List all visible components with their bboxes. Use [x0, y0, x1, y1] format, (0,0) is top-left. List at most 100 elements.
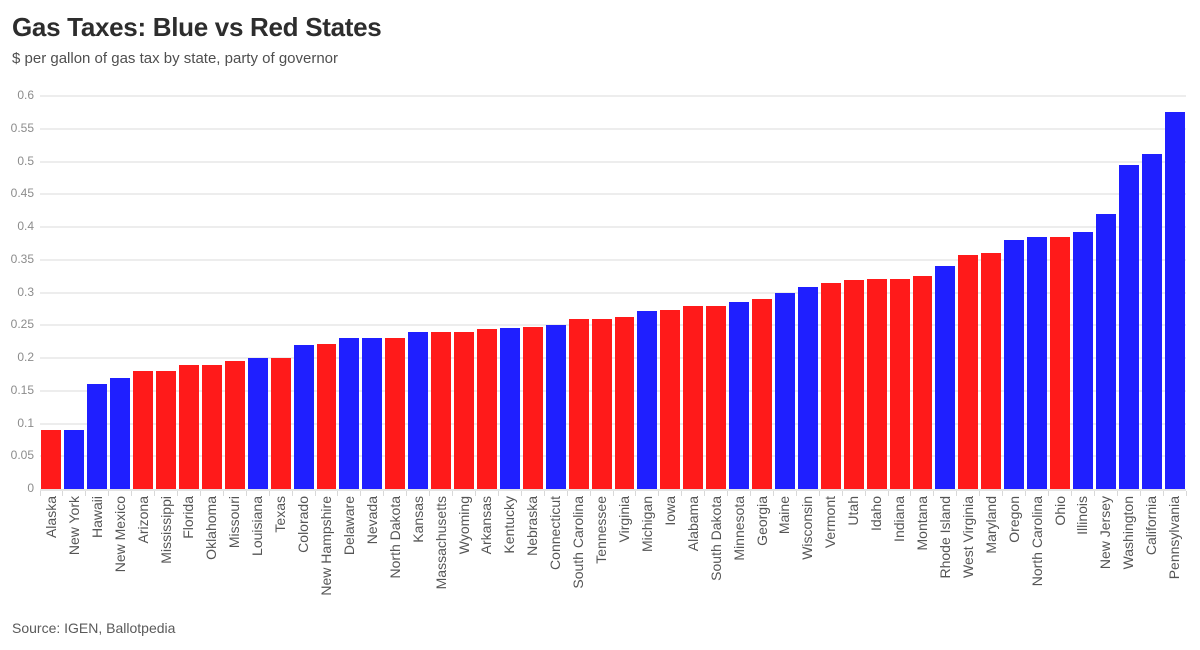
bar-rhode-island[interactable]	[935, 266, 956, 489]
x-axis: Alaska New York Hawaii New Mexico Arizona Mis…	[40, 496, 1186, 595]
bar-new-york[interactable]	[64, 430, 85, 489]
x-axis-tick-mark	[1116, 491, 1118, 496]
bar-michigan[interactable]	[637, 310, 658, 489]
x-axis-tick-mark	[818, 491, 820, 496]
bar-alabama[interactable]	[683, 305, 704, 489]
y-tick-label-0.1: 0.1	[17, 415, 34, 430]
x-tick-label-north-carolina: North Carolina	[1028, 496, 1045, 587]
bar-washington[interactable]	[1118, 165, 1139, 489]
x-label-slot-iowa: Iowa	[659, 496, 682, 595]
bar-virginia[interactable]	[614, 317, 635, 489]
bar-series	[40, 96, 1186, 489]
x-axis-tick-mark	[474, 491, 476, 496]
x-label-slot-louisiana: Louisiana	[246, 496, 269, 595]
y-tick-label-0.55: 0.55	[10, 120, 34, 135]
bar-slot-oklahoma	[200, 96, 223, 489]
bar-south-carolina[interactable]	[568, 318, 589, 489]
bar-slot-new-hampshire	[315, 96, 338, 489]
x-tick-label-nebraska: Nebraska	[524, 496, 541, 556]
x-tick-label-virginia: Virginia	[616, 496, 632, 543]
bar-slot-idaho	[865, 96, 888, 489]
bar-arkansas[interactable]	[477, 328, 497, 489]
x-axis-tick-mark	[337, 491, 339, 496]
bar-slot-mississippi	[155, 96, 178, 489]
bar-louisiana[interactable]	[247, 358, 268, 489]
bar-colorado[interactable]	[293, 344, 314, 489]
x-tick-label-delaware: Delaware	[340, 496, 357, 556]
bar-delaware[interactable]	[339, 338, 360, 489]
bar-mississippi[interactable]	[156, 371, 177, 489]
x-tick-label-georgia: Georgia	[753, 496, 770, 546]
x-label-slot-minnesota: Minnesota	[728, 496, 751, 595]
bar-slot-minnesota	[728, 96, 751, 489]
x-tick-label-massachusetts: Massachusetts	[432, 496, 449, 590]
bar-alaska[interactable]	[41, 430, 62, 489]
x-tick-label-oregon: Oregon	[1005, 496, 1022, 543]
gridline-0.55	[40, 127, 1186, 130]
bar-texas[interactable]	[270, 358, 291, 489]
bar-west-virginia[interactable]	[958, 255, 979, 489]
bar-utah[interactable]	[843, 280, 864, 489]
bar-iowa[interactable]	[660, 310, 681, 489]
x-label-slot-north-dakota: North Dakota	[384, 496, 407, 595]
bar-maryland[interactable]	[981, 252, 1002, 489]
x-axis-tick-mark	[199, 491, 201, 496]
bar-montana[interactable]	[912, 276, 933, 489]
bar-georgia[interactable]	[752, 299, 772, 489]
x-label-slot-kentucky: Kentucky	[498, 496, 521, 595]
bar-tennessee[interactable]	[591, 318, 612, 489]
x-label-slot-connecticut: Connecticut	[544, 496, 567, 595]
bar-idaho[interactable]	[866, 279, 887, 489]
bar-north-carolina[interactable]	[1027, 236, 1048, 489]
bar-illinois[interactable]	[1072, 232, 1093, 489]
y-tick-label-0.3: 0.3	[17, 284, 34, 299]
bar-north-dakota[interactable]	[385, 338, 406, 489]
bar-oregon[interactable]	[1004, 240, 1025, 489]
y-tick-label-0.2: 0.2	[17, 350, 34, 365]
bar-ohio[interactable]	[1050, 236, 1070, 489]
bar-oklahoma[interactable]	[201, 364, 222, 489]
x-axis-tick-mark	[750, 491, 752, 496]
bar-maine[interactable]	[774, 292, 795, 489]
x-label-slot-west-virginia: West Virginia	[957, 496, 980, 595]
bar-kentucky[interactable]	[499, 327, 520, 489]
bar-missouri[interactable]	[224, 361, 245, 489]
bar-slot-arkansas	[476, 96, 499, 489]
x-tick-label-tennessee: Tennessee	[593, 496, 610, 564]
x-tick-label-wisconsin: Wisconsin	[799, 496, 816, 560]
x-tick-label-new-jersey: New Jersey	[1097, 496, 1114, 570]
bar-nevada[interactable]	[362, 338, 383, 489]
bar-connecticut[interactable]	[545, 325, 566, 489]
x-axis-tick-mark	[108, 491, 110, 496]
bar-massachusetts[interactable]	[431, 331, 452, 489]
bar-wyoming[interactable]	[454, 331, 475, 489]
y-tick-label-0.5: 0.5	[17, 153, 34, 168]
x-label-slot-missouri: Missouri	[223, 496, 246, 595]
x-axis-tick-mark	[1185, 491, 1187, 496]
bar-wisconsin[interactable]	[797, 286, 818, 489]
bar-new-jersey[interactable]	[1095, 213, 1116, 489]
bar-vermont[interactable]	[820, 282, 841, 489]
bar-hawaii[interactable]	[87, 384, 108, 489]
y-tick-label-0.45: 0.45	[10, 186, 34, 201]
bar-kansas[interactable]	[408, 331, 429, 489]
bar-slot-west-virginia	[957, 96, 980, 489]
bar-slot-connecticut	[544, 96, 567, 489]
bar-south-dakota[interactable]	[706, 305, 727, 489]
bar-arizona[interactable]	[133, 371, 154, 489]
bar-new-hampshire[interactable]	[316, 343, 337, 489]
bar-indiana[interactable]	[889, 279, 910, 489]
x-axis-tick-mark	[245, 491, 247, 496]
bar-new-mexico[interactable]	[110, 377, 131, 489]
bar-slot-massachusetts	[430, 96, 453, 489]
bar-florida[interactable]	[179, 364, 199, 489]
bar-pennsylvania[interactable]	[1164, 111, 1185, 489]
bar-minnesota[interactable]	[729, 302, 750, 489]
bar-nebraska[interactable]	[522, 326, 543, 489]
x-axis-tick-mark	[864, 491, 866, 496]
x-axis-tick-mark	[291, 491, 293, 496]
bar-california[interactable]	[1141, 154, 1162, 489]
x-label-slot-massachusetts: Massachusetts	[430, 496, 453, 595]
x-axis-tick-mark	[956, 491, 958, 496]
